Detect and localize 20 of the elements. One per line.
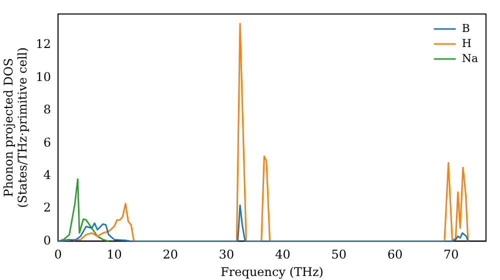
y-tick-label: 4 — [43, 168, 52, 182]
y-tick-label: 0 — [43, 233, 52, 248]
y-axis-title: Phonon projected DOS (States/THz·primitive cell) — [1, 47, 30, 208]
x-tick-label: 20 — [162, 248, 178, 262]
legend-label: H — [462, 36, 472, 50]
x-tick-label: 60 — [387, 248, 403, 262]
x-tick-label: 40 — [275, 248, 290, 262]
x-tick-label: 10 — [106, 248, 122, 262]
legend-label: B — [462, 22, 470, 35]
x-axis-title: Frequency (THz) — [220, 264, 324, 279]
x-tick-label: 70 — [444, 248, 459, 262]
x-tick-label: 0 — [54, 248, 62, 262]
x-tick-label: 50 — [331, 248, 347, 262]
y-tick-label: 2 — [43, 200, 52, 215]
y-tick-label: 6 — [43, 135, 52, 150]
y-tick-label: 10 — [36, 70, 52, 84]
legend-label: Na — [462, 52, 478, 65]
y-tick-label: 8 — [43, 102, 52, 117]
y-tick-label: 12 — [36, 37, 52, 52]
x-tick-label: 30 — [218, 248, 234, 262]
